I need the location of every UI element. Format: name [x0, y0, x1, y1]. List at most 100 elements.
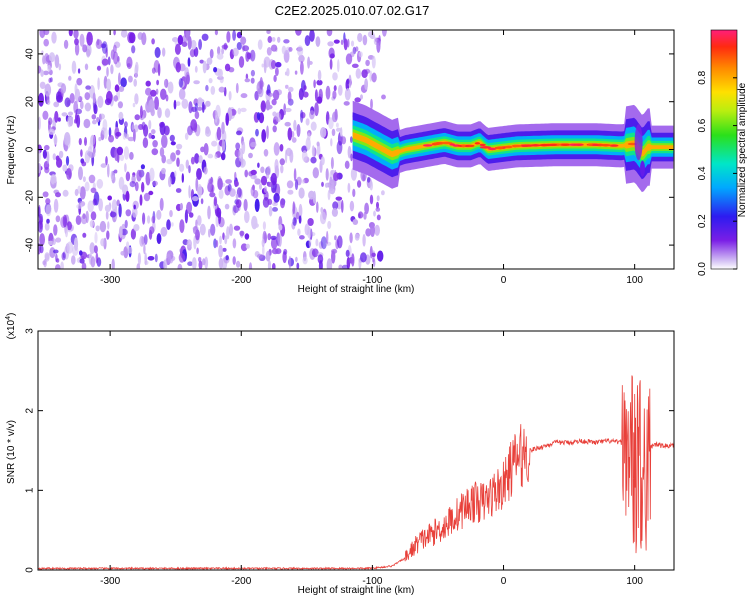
- spectrogram-noise-cell: [151, 129, 156, 135]
- spectrogram-noise-cell: [238, 56, 245, 68]
- spectrogram-noise-cell: [333, 39, 340, 44]
- spectrogram-noise-cell: [381, 190, 385, 196]
- spectrogram-noise-cell: [270, 172, 277, 186]
- spectrogram-noise-cell: [381, 30, 387, 37]
- spectrogram-noise-cell: [293, 168, 297, 182]
- spectrogram-noise-cell: [151, 148, 159, 156]
- spectrogram-noise-cell: [108, 127, 112, 138]
- spectrogram-noise-cell: [221, 48, 225, 55]
- spectrogram-noise-cell: [365, 59, 370, 67]
- spectrogram-noise-cell: [68, 111, 73, 116]
- snr-y-ticks: 0 1 2 3: [25, 328, 674, 573]
- spectrogram-noise-cell: [346, 78, 350, 85]
- spectrogram-noise-cell: [147, 215, 151, 224]
- spectrogram-noise-cell: [64, 224, 69, 238]
- spectrogram-noise-cell: [217, 46, 221, 56]
- spectrogram-noise-cell: [151, 180, 158, 186]
- spectrogram-noise-cell: [236, 31, 242, 39]
- spectrogram-noise-cell: [275, 67, 279, 76]
- colorbar-tick-label: 0.8: [697, 70, 708, 84]
- x-tick-label: -200: [231, 576, 251, 587]
- spectrogram-noise-cell: [193, 122, 198, 133]
- spectrogram-noise-cell: [233, 205, 239, 214]
- spectrogram-noise-cell: [133, 224, 140, 232]
- spectrogram-noise-cell: [288, 86, 294, 92]
- spectrogram-noise-cell: [101, 41, 108, 54]
- spectrogram-noise-cell: [232, 256, 236, 265]
- spectrogram-noise-cell: [316, 141, 320, 147]
- spectrogram-noise-cell: [88, 174, 96, 184]
- spectrogram-noise-cell: [262, 197, 270, 208]
- spectrogram-noise-cell: [261, 238, 265, 248]
- spectrogram-noise-cell: [176, 157, 180, 167]
- spectrogram-noise-cell: [145, 87, 152, 96]
- spectrogram-noise-cell: [101, 58, 109, 66]
- spectrogram-noise-cell: [166, 219, 171, 231]
- spectrogram-noise-cell: [317, 254, 324, 264]
- spectrogram-noise-cell: [277, 36, 281, 43]
- spectrogram-noise-cell: [110, 170, 115, 181]
- spectrogram-noise-cell: [156, 233, 162, 245]
- spectrogram-noise-cell: [44, 144, 50, 151]
- spectrogram-noise-cell: [152, 140, 158, 148]
- spectrogram-noise-cell: [134, 114, 141, 121]
- spectrogram-noise-cell: [240, 243, 248, 252]
- spectrogram-noise-cell: [106, 230, 110, 240]
- spectrogram-noise-cell: [92, 198, 98, 206]
- spectrogram-noise-cell: [347, 182, 351, 193]
- spectrogram-noise-cell: [190, 39, 197, 50]
- spectrogram-noise-cell: [221, 44, 229, 50]
- spectrogram-noise-cell: [340, 39, 344, 46]
- spectrogram-noise-cell: [248, 152, 253, 159]
- spectrogram-noise-cell: [222, 232, 225, 240]
- spectrogram-noise-cell: [169, 134, 175, 142]
- y-tick-label: 3: [25, 328, 36, 334]
- spectrogram-noise-cell: [90, 211, 97, 221]
- spectrogram-noise-cell: [361, 69, 368, 78]
- spectrogram-noise-cell: [151, 215, 156, 224]
- spectrogram-noise-cell: [298, 54, 305, 63]
- spectrogram-noise-cell: [279, 158, 285, 166]
- spectrogram-noise-cell: [329, 176, 333, 185]
- spectrogram-noise-cell: [64, 97, 71, 108]
- y-tick-label: 20: [25, 96, 36, 108]
- spectrogram-noise-cell: [147, 255, 155, 261]
- spectrogram-noise-cell: [85, 210, 89, 224]
- spectrogram-noise-cell: [266, 47, 272, 56]
- spectrogram-noise-cell: [186, 201, 193, 214]
- spectrogram-noise-cell: [195, 219, 198, 229]
- spectrogram-noise-cell: [194, 65, 198, 73]
- y-tick-label: 40: [25, 48, 36, 60]
- spectrogram-hot-cell: [529, 144, 542, 147]
- spectrogram-hot-cell: [511, 144, 523, 148]
- spectrogram-noise-cell: [105, 210, 109, 220]
- spectrogram-noise-cell: [219, 235, 222, 245]
- snr-marks: [38, 375, 674, 570]
- spectrogram-noise-cell: [164, 79, 167, 87]
- snr-x-ticks: -300 -200 -100 0 100: [100, 331, 643, 587]
- spectrogram-noise-cell: [216, 53, 224, 60]
- spectrogram-noise-cell: [270, 60, 277, 69]
- spectrogram-noise-cell: [106, 78, 112, 92]
- snr-x-label: Height of straight line (km): [298, 585, 415, 596]
- spectrogram-noise-cell: [167, 81, 174, 94]
- spectrogram-noise-cell: [305, 137, 311, 151]
- spectrogram-noise-cell: [350, 153, 353, 162]
- spectrogram-noise-cell: [53, 182, 57, 188]
- spectrogram-hot-cell: [594, 143, 599, 146]
- spectrogram-noise-cell: [364, 78, 368, 91]
- x-tick-label: -300: [100, 275, 120, 286]
- spectrogram-noise-cell: [88, 151, 96, 158]
- spectrogram-noise-cell: [66, 168, 72, 180]
- spectrogram-noise-cell: [201, 101, 205, 113]
- spectrogram-noise-cell: [78, 166, 83, 181]
- spectrogram-noise-cell: [209, 192, 216, 198]
- spectrogram-noise-cell: [129, 151, 134, 160]
- spectrogram-noise-cell: [177, 34, 184, 46]
- spectrogram-noise-cell: [45, 204, 52, 217]
- spectrogram-noise-cell: [295, 30, 302, 36]
- spectrogram-noise-cell: [296, 124, 301, 137]
- spectrogram-noise-cell: [71, 255, 76, 265]
- spectrogram-noise-cell: [215, 104, 221, 119]
- spectrogram-noise-cell: [127, 136, 135, 142]
